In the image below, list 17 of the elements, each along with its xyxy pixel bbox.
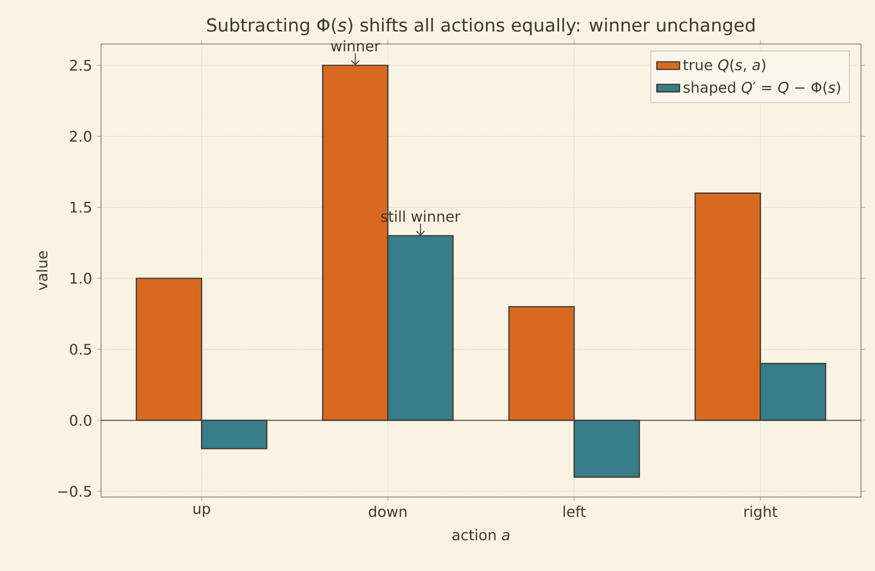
y-tick-label: 0.5 xyxy=(70,344,92,355)
x-tick-label: left xyxy=(564,506,586,518)
y-axis-title: value xyxy=(36,251,48,290)
y-tick-label: 2.5 xyxy=(70,60,92,71)
x-tick-label: right xyxy=(744,506,778,520)
y-tick-label: 2.0 xyxy=(70,130,92,142)
y-tick-label: −0.5 xyxy=(58,486,92,497)
annotation: winner xyxy=(331,40,380,52)
x-tick-label: up xyxy=(194,506,210,517)
x-axis-title: action a xyxy=(452,529,510,540)
y-tick-label: 1.5 xyxy=(70,202,92,213)
chart-title: Subtracting Φ(s) shifts all actions equally: winner unchanged xyxy=(207,18,754,36)
legend-label: true Q(s, a) xyxy=(683,59,766,72)
legend-label: shaped Q′ = Q − Φ(s) xyxy=(684,82,840,96)
x-tick-label: down xyxy=(368,506,406,518)
y-tick-label: 1.0 xyxy=(70,272,92,284)
y-tick-label: 0.0 xyxy=(70,414,92,426)
